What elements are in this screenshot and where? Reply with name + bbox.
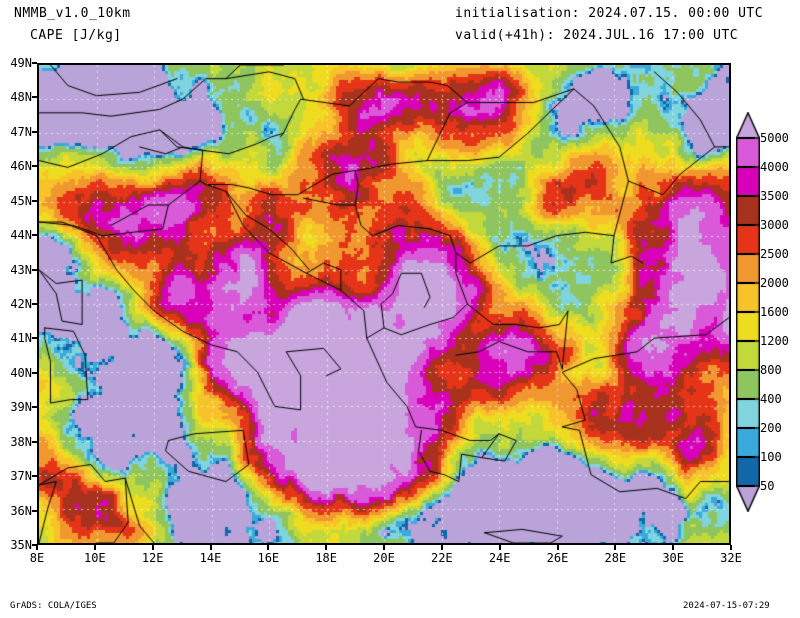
longitude-tick-label: 22E — [430, 551, 453, 565]
initialisation-label: initialisation: 2024.07.15. 00:00 UTC — [455, 6, 764, 21]
colorbar-tick-mark — [736, 427, 755, 429]
colorbar-tick-mark — [736, 456, 755, 458]
generation-timestamp-label: 2024-07-15-07:29 — [683, 601, 770, 611]
colorbar-tick-mark — [736, 137, 755, 139]
longitude-tick-mark — [498, 545, 501, 550]
longitude-tick-mark — [383, 545, 385, 550]
colorbar-tick-mark — [736, 224, 755, 226]
colorbar-tick-label: 1600 — [760, 305, 789, 319]
longitude-tick-label: 32E — [720, 551, 742, 565]
latitude-tick-label: 49N — [10, 56, 32, 70]
longitude-tick-label: 18E — [315, 551, 337, 565]
valid-time-label: valid(+41h): 2024.JUL.16 17:00 UTC — [455, 28, 739, 43]
model-name-label: NMMB_v1.0_10km — [14, 6, 131, 21]
colorbar-tick-mark — [736, 253, 755, 255]
longitude-tick-label: 8E — [29, 551, 45, 565]
cape-field-raster — [39, 65, 729, 543]
latitude-tick-label: 46N — [10, 159, 32, 174]
latitude-tick-mark — [32, 96, 37, 99]
colorbar-tick-mark — [736, 311, 755, 313]
latitude-tick-mark — [32, 440, 37, 443]
longitude-tick-mark — [209, 545, 212, 550]
longitude-tick-mark — [151, 545, 154, 550]
longitude-tick-label: 24E — [488, 551, 511, 565]
colorbar-tick-label: 100 — [760, 450, 782, 464]
colorbar-legend: 50 100 200 400 800 1200 1600 2000 2500 3000 3500 40… — [736, 112, 800, 512]
latitude-tick-label: 47N — [10, 124, 32, 139]
colorbar-tick-mark — [736, 369, 755, 371]
colorbar-tick-mark — [736, 195, 755, 197]
latitude-tick-mark — [32, 509, 37, 512]
latitude-tick-label: 45N — [10, 193, 32, 208]
longitude-tick-mark — [36, 545, 38, 550]
field-name-label: CAPE [J/kg] — [30, 28, 122, 43]
latitude-tick-label: 44N — [10, 228, 32, 243]
latitude-tick-mark — [32, 406, 37, 409]
longitude-tick-mark — [267, 545, 270, 550]
longitude-tick-label: 14E — [199, 551, 222, 565]
colorbar-tick-mark — [736, 485, 755, 487]
colorbar-tick-label: 2500 — [760, 247, 789, 261]
longitude-tick-mark — [614, 545, 617, 550]
latitude-tick-mark — [32, 62, 37, 64]
longitude-tick-mark — [93, 545, 96, 550]
latitude-tick-mark — [32, 268, 37, 271]
grads-credit-label: GrADS: COLA/IGES — [10, 601, 97, 611]
latitude-tick-label: 39N — [10, 400, 32, 415]
latitude-tick-label: 36N — [10, 503, 32, 518]
colorbar-tick-label: 2000 — [760, 276, 789, 290]
colorbar-tick-label: 200 — [760, 421, 782, 435]
latitude-tick-mark — [32, 303, 37, 305]
colorbar-tick-label: 4000 — [760, 160, 789, 174]
longitude-tick-mark — [440, 545, 443, 550]
longitude-tick-label: 20E — [373, 551, 395, 565]
latitude-tick-mark — [32, 130, 37, 133]
latitude-tick-mark — [32, 234, 37, 237]
latitude-tick-label: 37N — [10, 469, 32, 484]
colorbar-tick-mark — [736, 340, 755, 342]
longitude-tick-mark — [730, 545, 732, 550]
latitude-tick-label: 42N — [10, 297, 32, 311]
colorbar-tick-mark — [736, 166, 755, 168]
latitude-tick-label: 38N — [10, 434, 32, 449]
latitude-tick-label: 41N — [10, 331, 32, 346]
latitude-tick-mark — [32, 371, 37, 374]
latitude-tick-mark — [32, 199, 37, 202]
longitude-tick-mark — [672, 545, 675, 550]
colorbar-tick-mark — [736, 398, 755, 400]
latitude-tick-label: 40N — [10, 365, 32, 380]
colorbar-tick-mark — [736, 282, 755, 284]
colorbar-tick-label: 50 — [760, 479, 775, 493]
latitude-tick-mark — [32, 475, 37, 478]
longitude-tick-mark — [325, 545, 328, 550]
colorbar-tick-label: 3000 — [760, 218, 789, 232]
longitude-tick-label: 26E — [546, 551, 569, 565]
longitude-tick-label: 16E — [257, 551, 280, 565]
colorbar-tick-label: 800 — [760, 363, 782, 377]
longitude-tick-label: 10E — [83, 551, 106, 565]
latitude-tick-mark — [32, 337, 37, 340]
latitude-tick-label: 35N — [10, 538, 32, 552]
latitude-tick-mark — [32, 165, 37, 168]
map-plot-area — [37, 63, 731, 545]
colorbar-tick-label: 3500 — [760, 189, 789, 203]
longitude-tick-label: 30E — [662, 551, 684, 565]
longitude-tick-mark — [556, 545, 559, 550]
longitude-tick-label: 12E — [141, 551, 164, 565]
latitude-tick-label: 48N — [10, 90, 32, 105]
latitude-tick-mark — [32, 544, 37, 546]
colorbar-tick-label: 400 — [760, 392, 782, 406]
colorbar-tick-label: 5000 — [760, 131, 789, 145]
longitude-tick-label: 28E — [604, 551, 627, 565]
latitude-tick-label: 43N — [10, 262, 32, 277]
colorbar-tick-label: 1200 — [760, 334, 789, 348]
